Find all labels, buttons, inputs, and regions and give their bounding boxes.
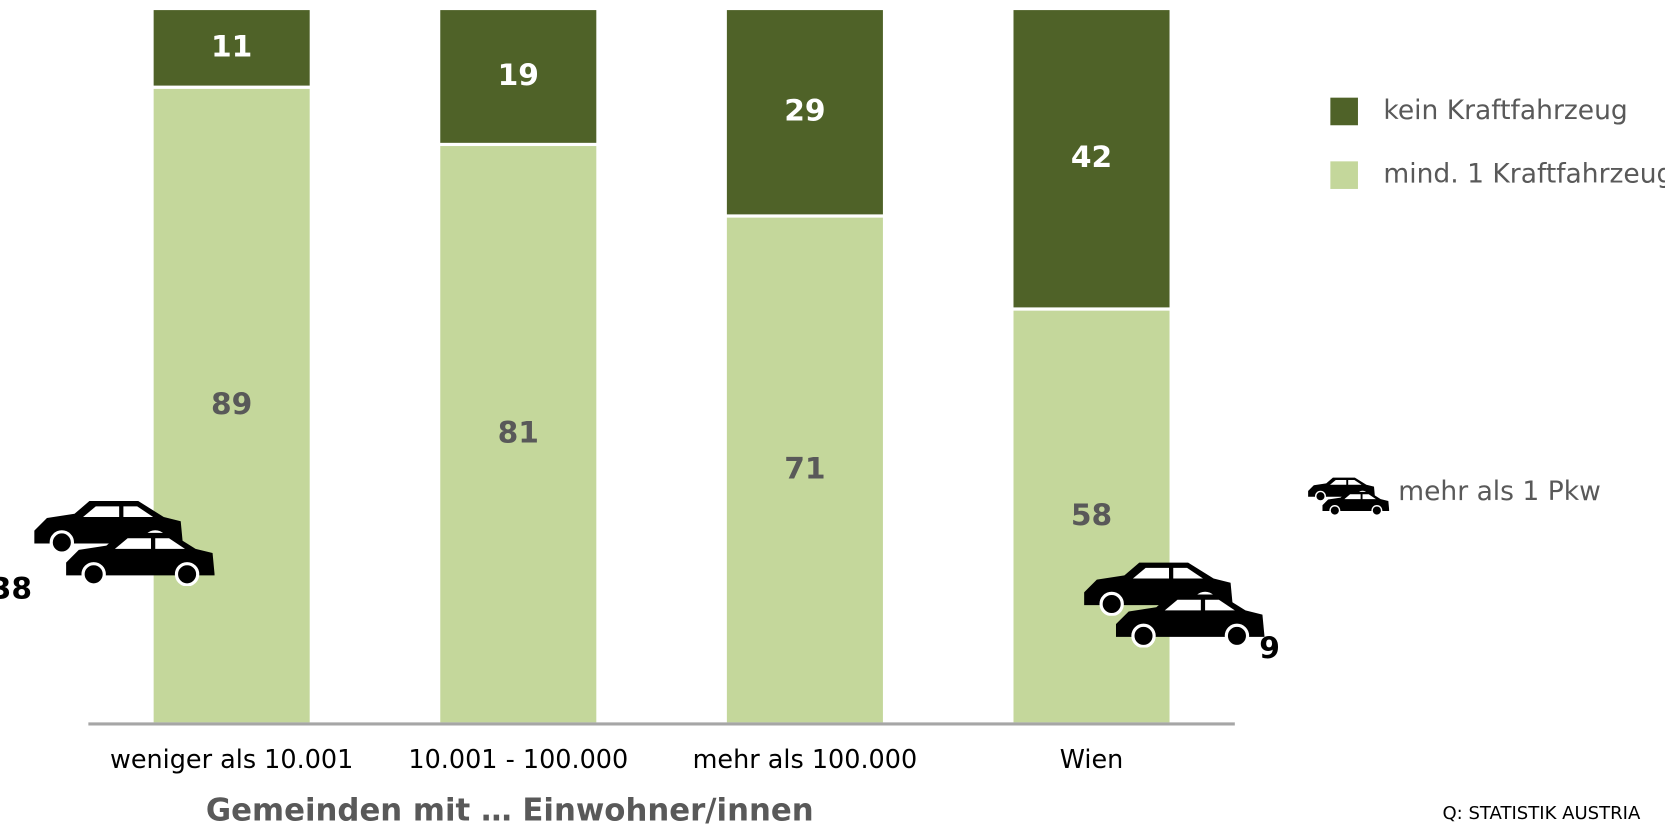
value-label: 19 [498, 58, 539, 93]
legend-label: mind. 1 Kraftfahrzeug [1383, 159, 1665, 190]
value-label: 58 [1071, 498, 1112, 533]
value-label: 11 [211, 29, 252, 64]
bar-segment [150, 85, 313, 726]
legend-label: mehr als 1 Pkw [1398, 476, 1600, 507]
x-tick-label: Wien [1060, 745, 1124, 775]
car-label: 38 [0, 572, 32, 607]
value-label: 89 [211, 387, 252, 422]
car-label: 9 [1259, 631, 1280, 666]
value-label: 42 [1071, 140, 1112, 175]
value-label: 81 [498, 416, 539, 451]
x-tick-label: 10.001 - 100.000 [408, 745, 628, 775]
value-label: 71 [784, 451, 825, 486]
bar-segment [437, 6, 600, 147]
source: Q: STATISTIK AUSTRIA [1442, 803, 1640, 824]
x-tick-label: mehr als 100.000 [693, 745, 918, 775]
bar-segment [723, 6, 887, 218]
x-axis-title: Gemeinden mit … Einwohner/innen [206, 793, 814, 828]
x-tick-label: weniger als 10.001 [110, 745, 353, 775]
bar-segment [723, 214, 887, 726]
legend-swatch [1330, 161, 1358, 189]
bar-segment [150, 6, 313, 89]
legend-label: kein Kraftfahrzeug [1383, 95, 1627, 126]
legend-car-icon [1308, 476, 1390, 516]
legend-swatch [1330, 97, 1358, 126]
bar-segment [1010, 6, 1173, 311]
value-label: 29 [784, 94, 825, 129]
